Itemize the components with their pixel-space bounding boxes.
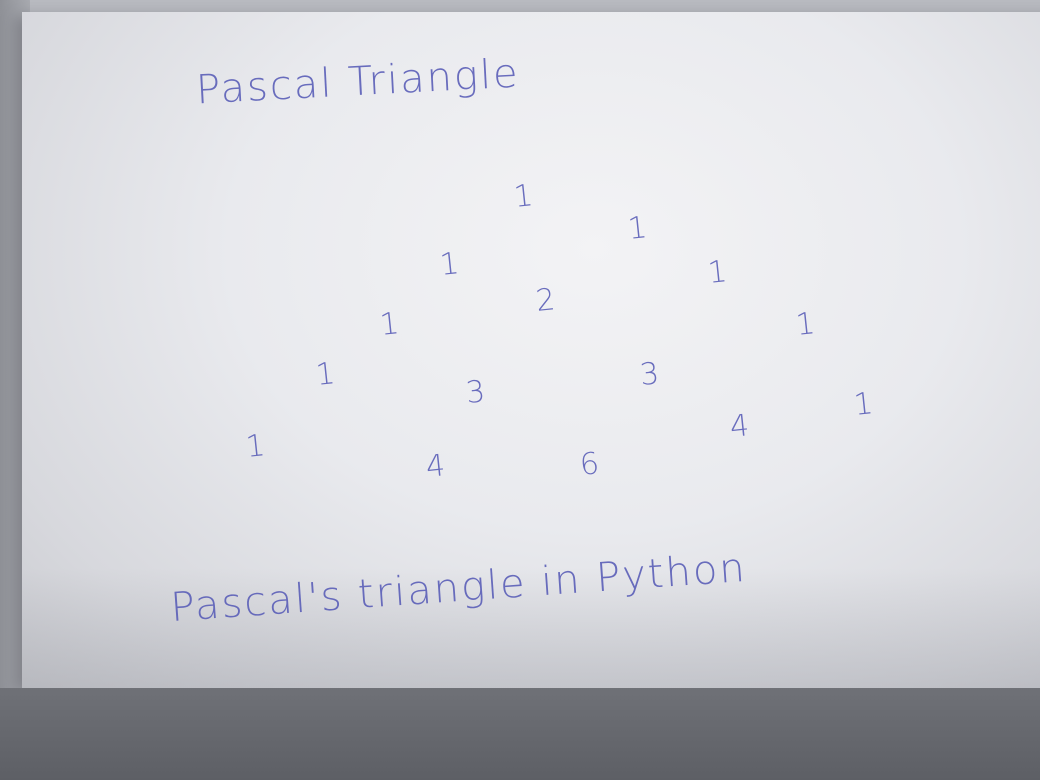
triangle-number: 1 <box>706 254 729 291</box>
table-surface <box>0 688 1040 780</box>
triangle-number: 1 <box>244 428 267 465</box>
triangle-number: 1 <box>512 178 535 215</box>
triangle-number: 1 <box>438 246 461 283</box>
triangle-number: 4 <box>424 448 447 485</box>
triangle-number: 3 <box>638 356 661 393</box>
triangle-number: 6 <box>578 446 601 483</box>
triangle-number: 1 <box>314 356 337 393</box>
paper-sheet <box>22 12 1040 688</box>
triangle-number: 1 <box>378 306 401 343</box>
triangle-number: 1 <box>626 210 649 247</box>
triangle-number: 3 <box>464 374 487 411</box>
triangle-number: 2 <box>534 282 557 319</box>
triangle-number: 1 <box>794 306 817 343</box>
triangle-number: 1 <box>852 386 875 423</box>
triangle-number: 4 <box>728 408 751 445</box>
